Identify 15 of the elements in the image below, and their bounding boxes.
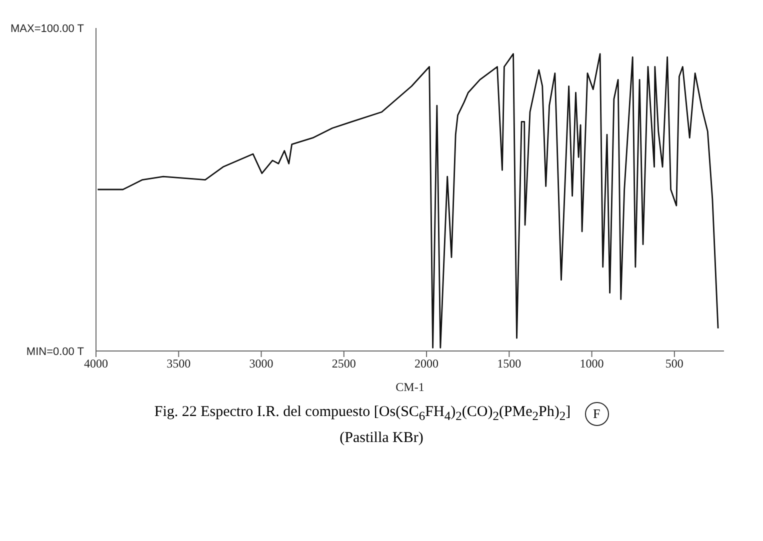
text: F: [584, 402, 609, 426]
chart-title: Fig. 22 Espectro I.R. del compuesto [Os(SC$_{6}$FH$_{4}$)$_{2}$(CO)$_{2}$(PMe$_{2}$Ph)$_{2}$]: [154, 404, 571, 423]
y-tick-label: MAX=100.00 T: [10, 23, 84, 35]
x-tick-label: 2500: [332, 356, 356, 371]
x-tick-label: 4000: [84, 356, 108, 371]
text: (Pastilla KBr): [338, 430, 424, 447]
line-series: [96, 53, 719, 348]
x-tick-label: 2000: [414, 356, 439, 371]
x-tick-label: 1500: [497, 356, 522, 371]
x-tick-label: 1000: [580, 356, 604, 371]
x-axis-title: CM-1: [396, 380, 424, 394]
x-tick-label: 500: [665, 356, 684, 371]
x-tick-label: 3000: [249, 356, 274, 371]
x-tick-label: 3500: [166, 356, 191, 371]
y-tick-label: MIN=0.00 T: [26, 346, 84, 358]
